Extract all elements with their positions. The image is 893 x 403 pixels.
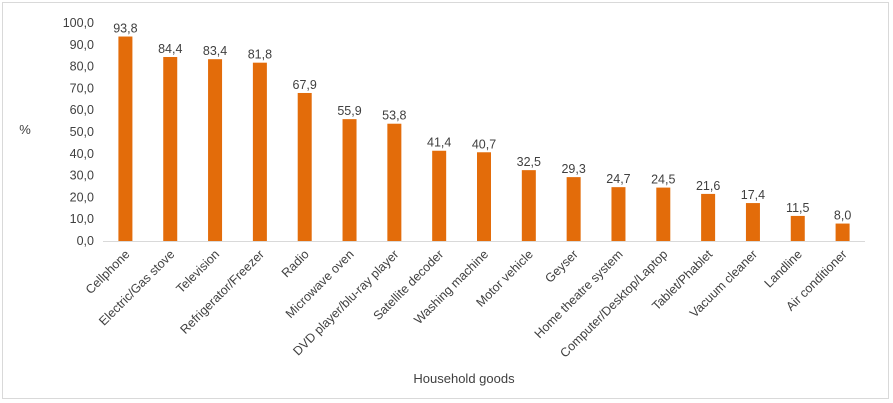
x-axis-title: Household goods — [413, 371, 515, 386]
value-labels: 93,8 84,4 83,4 81,8 67,9 55,9 53,8 41,4 40,7 32,5… — [113, 22, 851, 223]
data-label: 67,9 — [293, 78, 317, 92]
bar — [297, 92, 312, 241]
bar-chart: 0,0 10,0 20,0 30,0 40,0 50,0 60,0 70,0 80,0 90,0 1… — [19, 16, 865, 386]
y-tick-label: 100,0 — [63, 16, 94, 30]
data-label: 83,4 — [203, 44, 227, 58]
bar — [477, 152, 491, 241]
bar — [656, 187, 671, 241]
y-tick-label: 60,0 — [70, 103, 94, 117]
data-label: 24,7 — [606, 172, 630, 186]
y-tick-label: 30,0 — [70, 169, 94, 183]
bars — [118, 36, 850, 242]
y-tick-label: 70,0 — [70, 81, 94, 95]
data-label: 55,9 — [337, 104, 361, 118]
bar — [432, 150, 447, 241]
chart-frame: 0,0 10,0 20,0 30,0 40,0 50,0 60,0 70,0 80,0 90,0 1… — [2, 2, 889, 399]
y-axis-title: % — [19, 122, 31, 137]
y-tick-label: 50,0 — [70, 125, 94, 139]
category-label: Home theatre system — [532, 247, 626, 341]
category-label: Electric/Gas stove — [96, 247, 177, 328]
category-label: Radio — [279, 247, 312, 280]
data-label: 40,7 — [472, 137, 496, 151]
data-label: 53,8 — [382, 109, 406, 123]
bar — [521, 170, 536, 241]
bar — [252, 62, 267, 242]
y-tick-label: 40,0 — [70, 147, 94, 161]
data-label: 21,6 — [696, 179, 720, 193]
data-label: 29,3 — [561, 162, 585, 176]
bar — [611, 187, 626, 241]
bar — [342, 119, 357, 241]
data-label: 84,4 — [158, 42, 182, 56]
category-label: Geyser — [542, 247, 580, 285]
bar — [835, 223, 850, 241]
bar — [163, 57, 178, 242]
category-label: Refrigerator/Freezer — [178, 247, 267, 336]
bar — [387, 123, 402, 241]
data-label: 24,5 — [651, 173, 675, 187]
bar — [118, 36, 133, 242]
y-tick-label: 10,0 — [70, 212, 94, 226]
data-label: 11,5 — [786, 201, 809, 215]
bar — [701, 193, 716, 241]
bar — [566, 177, 581, 241]
y-tick-label: 20,0 — [70, 190, 94, 204]
bar — [208, 59, 223, 241]
data-label: 93,8 — [113, 22, 137, 36]
category-label: Landline — [762, 247, 805, 290]
bar — [745, 203, 760, 241]
data-label: 32,5 — [517, 155, 541, 169]
y-tick-label: 90,0 — [70, 38, 94, 52]
y-tick-label: 80,0 — [70, 60, 94, 74]
data-label: 81,8 — [248, 48, 272, 62]
data-label: 8,0 — [834, 209, 851, 223]
y-tick-label: 0,0 — [77, 234, 94, 248]
bar — [790, 215, 805, 241]
data-label: 41,4 — [427, 136, 451, 150]
data-label: 17,4 — [741, 188, 765, 202]
y-axis-ticks: 0,0 10,0 20,0 30,0 40,0 50,0 60,0 70,0 80,0 90,0 1… — [63, 16, 94, 248]
